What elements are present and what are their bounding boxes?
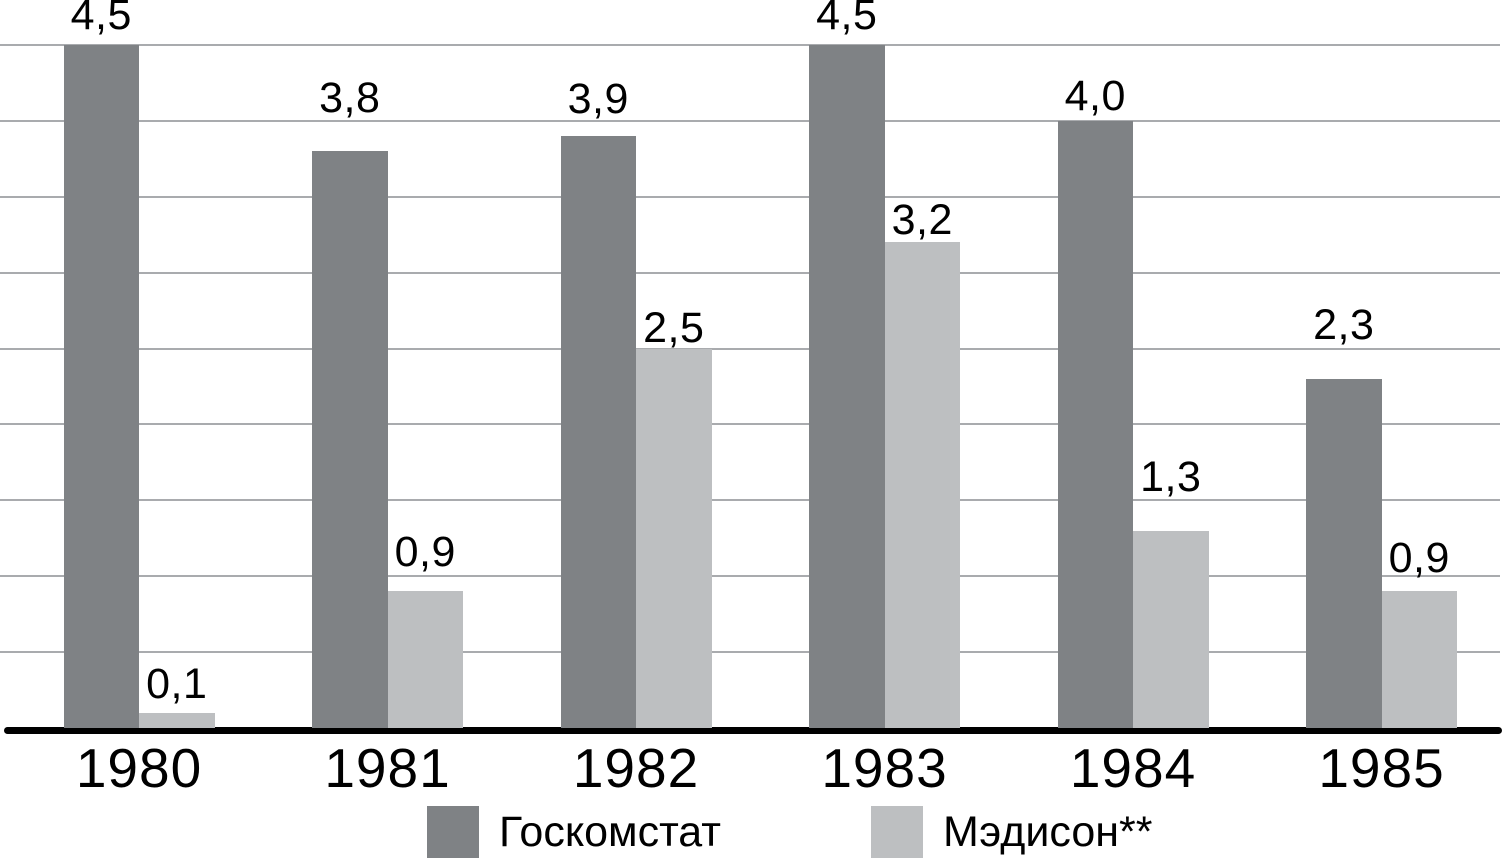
value-label-goskomstat-1985: 2,3 [1313, 301, 1375, 349]
gridline [0, 423, 1500, 426]
gridline [0, 271, 1500, 274]
gridline [0, 651, 1500, 654]
bar-goskomstat-1980 [63, 45, 139, 728]
x-tick-1985: 1985 [1318, 737, 1445, 799]
bar-goskomstat-1984 [1057, 121, 1133, 728]
value-label-madison-1980: 0,1 [146, 660, 208, 708]
value-label-madison-1982: 2,5 [643, 304, 705, 352]
gridline [0, 347, 1500, 350]
bar-goskomstat-1981 [312, 151, 388, 728]
bar-madison-1985 [1381, 591, 1457, 728]
value-label-goskomstat-1984: 4,0 [1064, 72, 1126, 120]
gridline [0, 575, 1500, 578]
value-label-madison-1984: 1,3 [1140, 453, 1202, 501]
bar-madison-1983 [884, 242, 960, 728]
bar-goskomstat-1982 [560, 136, 636, 728]
bar-madison-1981 [387, 591, 463, 728]
gridline [0, 43, 1500, 46]
value-label-goskomstat-1982: 3,9 [567, 75, 629, 123]
value-label-goskomstat-1983: 4,5 [816, 0, 878, 39]
gridline [0, 195, 1500, 198]
value-label-goskomstat-1981: 3,8 [319, 74, 381, 122]
x-tick-1983: 1983 [821, 737, 948, 799]
bar-goskomstat-1985 [1306, 379, 1382, 728]
x-axis-line [4, 727, 1502, 734]
x-tick-1982: 1982 [572, 737, 700, 799]
value-label-madison-1981: 0,9 [394, 528, 456, 576]
bar-madison-1982 [636, 349, 712, 728]
x-tick-1984: 1984 [1069, 737, 1197, 799]
x-tick-1981: 1981 [324, 737, 451, 799]
gridline [0, 119, 1500, 122]
gridline [0, 499, 1500, 502]
value-label-madison-1983: 3,2 [891, 196, 953, 244]
value-label-goskomstat-1980: 4,5 [70, 0, 132, 39]
bar-madison-1984 [1133, 531, 1209, 728]
bar-madison-1980 [139, 713, 215, 728]
x-tick-1980: 1980 [75, 737, 203, 799]
value-label-madison-1985: 0,9 [1388, 534, 1450, 582]
bar-goskomstat-1983 [809, 45, 885, 728]
